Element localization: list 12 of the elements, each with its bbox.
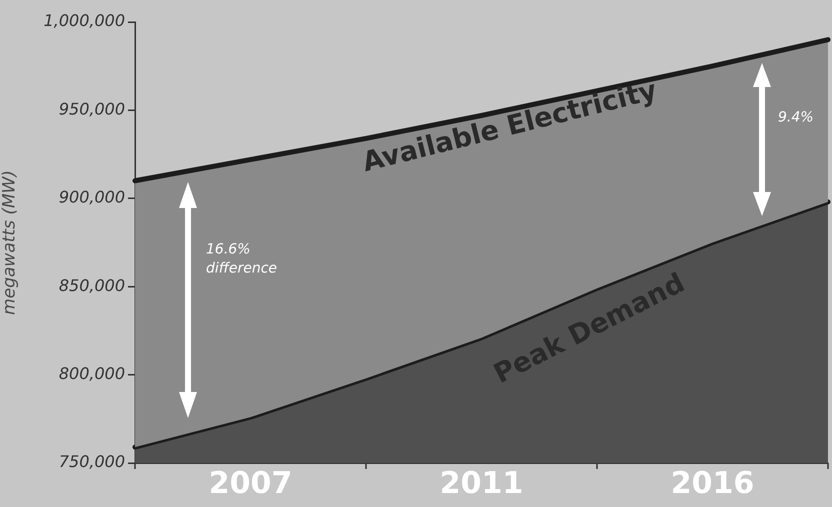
y-tick-label: 950,000	[58, 99, 125, 118]
x-tick-label: 2016	[670, 466, 754, 501]
annotation: 16.6% difference	[206, 242, 278, 277]
y-tick-label: 800,000	[58, 364, 125, 383]
y-tick-label: 750,000	[58, 452, 125, 472]
y-tick-label: 900,000	[58, 188, 125, 207]
y-tick-label: 1,000,000	[44, 11, 125, 30]
x-tick-label: 2007	[208, 466, 292, 501]
x-tick-label: 2011	[440, 466, 524, 501]
annotation: 9.4%	[778, 110, 814, 126]
y-tick-label: 850,000	[58, 276, 125, 295]
y-axis-title: megawatts (MW)	[0, 170, 20, 315]
